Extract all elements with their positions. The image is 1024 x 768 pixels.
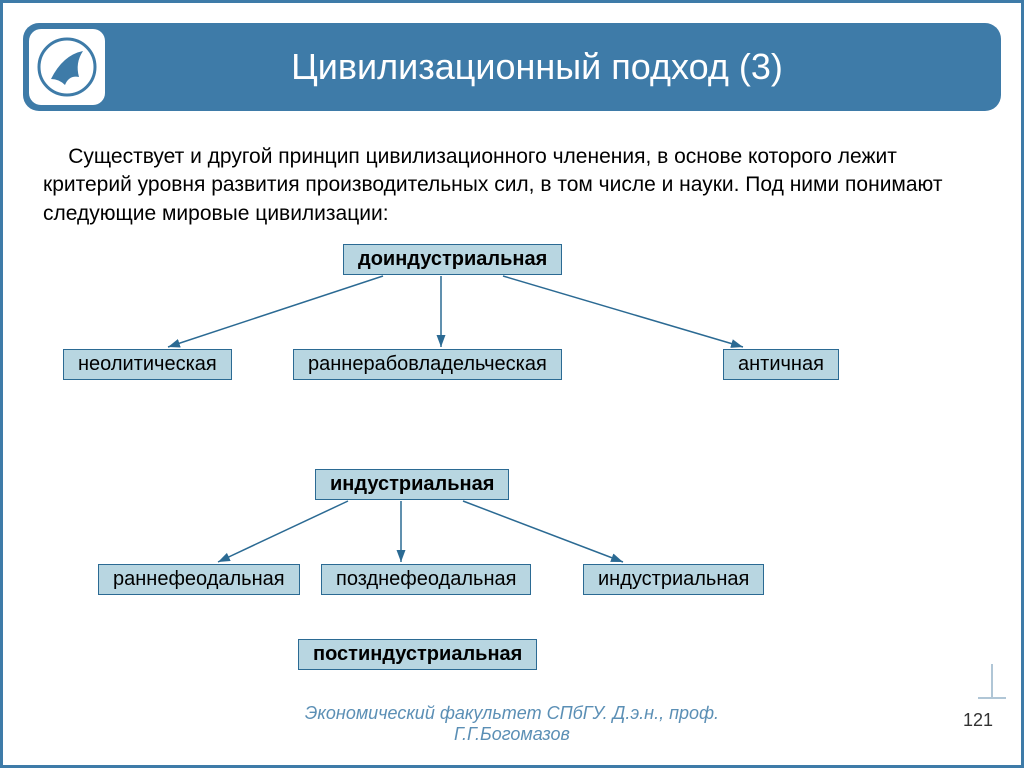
diagram-node: античная: [723, 349, 839, 380]
diagram-node: постиндустриальная: [298, 639, 537, 670]
node-label: раннефеодальная: [113, 568, 285, 590]
node-label: раннерабовладельческая: [308, 353, 547, 375]
footer-line-1: Экономический факультет СПбГУ. Д.э.н., п…: [3, 703, 1021, 724]
footer-line-2: Г.Г.Богомазов: [3, 724, 1021, 745]
node-label: индустриальная: [598, 568, 749, 590]
node-label: доиндустриальная: [358, 248, 547, 270]
diagram-edge: [218, 501, 348, 562]
diagram-edge: [463, 501, 623, 562]
diagram-node: индустриальная: [315, 469, 509, 500]
diagram-node: позднефеодальная: [321, 564, 531, 595]
slide: Цивилизационный подход (3) Существует и …: [0, 0, 1024, 768]
page-title: Цивилизационный подход (3): [23, 46, 1001, 88]
diagram-node: индустриальная: [583, 564, 764, 595]
diagram-edge: [503, 276, 743, 347]
paragraph: Существует и другой принцип цивилизацион…: [43, 143, 981, 228]
node-label: индустриальная: [330, 473, 494, 495]
diagram: доиндустриальная неолитическая раннерабовл…: [43, 244, 981, 684]
diagram-node: неолитическая: [63, 349, 232, 380]
diagram-node: доиндустриальная: [343, 244, 562, 275]
diagram-node: раннефеодальная: [98, 564, 300, 595]
page-number: 121: [963, 710, 993, 731]
logo: [29, 29, 105, 105]
node-label: постиндустриальная: [313, 643, 522, 665]
node-label: позднефеодальная: [336, 568, 516, 590]
diagram-edges: [43, 244, 981, 684]
node-label: античная: [738, 353, 824, 375]
bird-icon: [35, 35, 99, 99]
corner-decoration: [978, 664, 1006, 710]
body: Существует и другой принцип цивилизацион…: [43, 143, 981, 684]
footer: Экономический факультет СПбГУ. Д.э.н., п…: [3, 703, 1021, 745]
title-bar: Цивилизационный подход (3): [23, 23, 1001, 111]
diagram-edge: [168, 276, 383, 347]
node-label: неолитическая: [78, 353, 217, 375]
diagram-node: раннерабовладельческая: [293, 349, 562, 380]
